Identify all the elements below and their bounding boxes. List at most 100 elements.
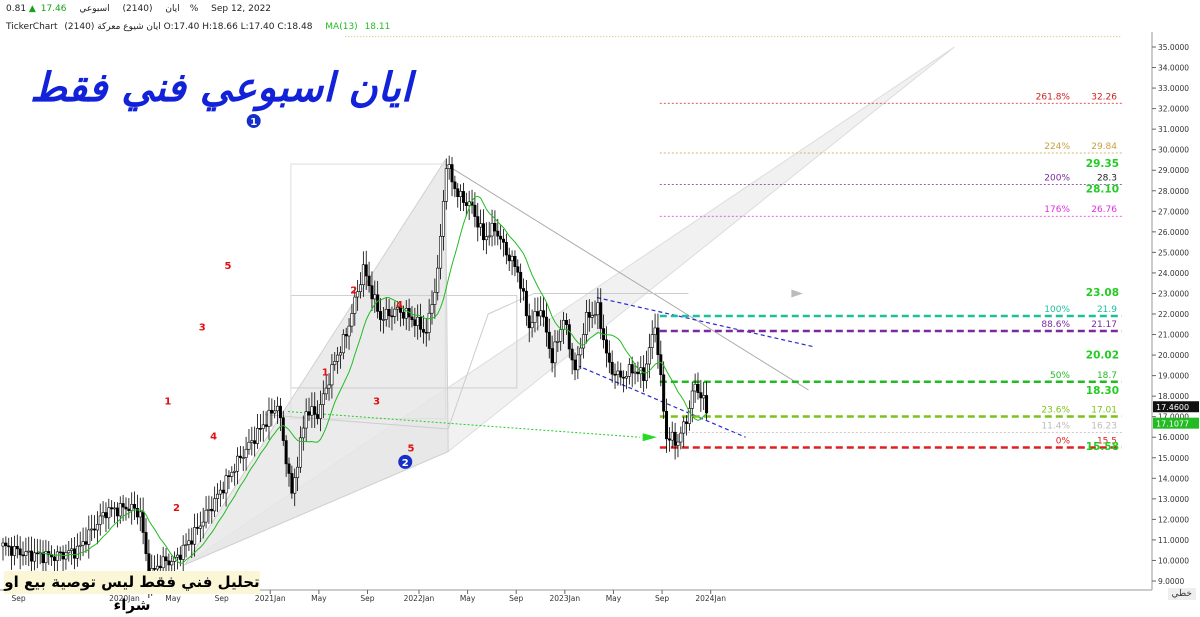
candle-body <box>267 409 271 427</box>
candle-body <box>236 455 240 472</box>
candle-body <box>399 306 403 313</box>
candle-body <box>393 308 397 317</box>
y-tick-label: 31.0000 <box>1158 125 1189 134</box>
x-tick-label: Sep <box>215 594 229 603</box>
candle-body <box>499 235 503 240</box>
candle-body <box>207 508 211 511</box>
candle-body <box>659 354 663 376</box>
candle-body <box>47 551 51 555</box>
channel-upper <box>596 296 815 348</box>
ma-price-tag <box>1153 417 1199 429</box>
candle-body <box>361 264 365 286</box>
candle-body <box>281 417 285 441</box>
candle-body <box>230 472 234 477</box>
candle-body <box>582 334 586 349</box>
fib-percent-label: 100% <box>1044 305 1070 315</box>
candle-body <box>696 383 700 393</box>
candle-body <box>201 521 205 527</box>
wave-count-label: 4 <box>396 300 403 311</box>
candle-body <box>547 331 551 349</box>
candle-body <box>484 236 488 241</box>
x-tick-label: 2023Jan <box>550 594 581 603</box>
candle-body <box>624 376 628 379</box>
candle-body <box>198 525 202 529</box>
candle-body <box>190 540 194 545</box>
candle-body <box>52 556 56 561</box>
candle-body <box>238 455 242 459</box>
candle-body <box>336 354 340 362</box>
candle-body <box>476 216 480 228</box>
candle-body <box>138 511 142 518</box>
candle-body <box>330 364 334 386</box>
candle-body <box>15 546 19 550</box>
candle-body <box>379 311 383 320</box>
current-price-label: 17.4600 <box>1156 403 1189 412</box>
candle-body <box>95 524 99 531</box>
candle-body <box>384 308 388 320</box>
candle-body <box>447 164 451 170</box>
candle-body <box>587 312 591 318</box>
candle-body <box>21 554 25 557</box>
candle-body <box>436 267 440 293</box>
pivot-number-label: 1 <box>250 117 257 128</box>
candle-body <box>459 191 463 197</box>
candle-body <box>479 223 483 228</box>
y-tick-label: 28.0000 <box>1158 187 1189 196</box>
candle-body <box>101 512 105 517</box>
fib-percent-label: 176% <box>1044 205 1070 215</box>
candle-body <box>247 441 251 450</box>
candle-body <box>450 164 454 183</box>
y-tick-label: 20.0000 <box>1158 351 1189 360</box>
candle-body <box>70 548 74 551</box>
candle-body <box>358 284 362 293</box>
y-tick-label: 34.0000 <box>1158 64 1189 73</box>
candle-body <box>501 238 505 243</box>
candle-body <box>124 506 128 510</box>
candle-body <box>533 311 537 323</box>
fib-percent-label: 200% <box>1044 174 1070 184</box>
candle-body <box>133 504 137 509</box>
y-tick-label: 25.0000 <box>1158 248 1189 257</box>
candle-body <box>381 319 385 321</box>
fib-percent-label: 88.6% <box>1041 320 1070 330</box>
candle-body <box>250 440 254 443</box>
candle-body <box>264 424 268 427</box>
candle-body <box>87 529 91 545</box>
ma-price-label: 17.1077 <box>1156 420 1189 429</box>
candle-body <box>690 390 694 409</box>
candle-body <box>344 334 348 337</box>
candle-body <box>67 550 71 554</box>
candle-body <box>273 410 277 414</box>
candle-body <box>256 428 260 444</box>
fib-percent-label: 50% <box>1050 371 1070 381</box>
header-row-1: ايان (2140) اسبوعي 17.46 ▲ 0.81% Sep 12,… <box>6 4 281 14</box>
candle-body <box>519 271 523 289</box>
candle-body <box>284 440 288 465</box>
fib-percent-label: 224% <box>1044 142 1070 152</box>
candle-body <box>310 406 314 416</box>
y-tick-label: 16.0000 <box>1158 433 1189 442</box>
x-tick-label: May <box>165 594 181 603</box>
candle-body <box>656 327 660 355</box>
candle-body <box>584 312 588 335</box>
projection-path <box>265 292 689 430</box>
line-mode-button[interactable]: خطي <box>1167 588 1196 600</box>
y-axis: 35.0000 34.0000 33.0000 32.0000 31.0000 30.00… <box>1151 32 1199 590</box>
candle-body <box>304 411 308 429</box>
candle-body <box>630 364 634 374</box>
candle-body <box>41 552 45 564</box>
candle-body <box>650 334 654 348</box>
candle-body <box>464 202 468 206</box>
candle-body <box>93 528 97 531</box>
candle-body <box>682 421 686 434</box>
candle-body <box>687 408 691 424</box>
y-tick-label: 13.0000 <box>1158 495 1189 504</box>
fib-value-label: 32.26 <box>1091 92 1117 102</box>
candle-body <box>673 431 677 446</box>
candle-body <box>524 290 528 317</box>
candle-body <box>18 548 22 556</box>
candle-body <box>367 275 371 287</box>
candle-body <box>4 542 8 547</box>
candle-body <box>227 475 231 477</box>
candle-body <box>27 550 31 553</box>
